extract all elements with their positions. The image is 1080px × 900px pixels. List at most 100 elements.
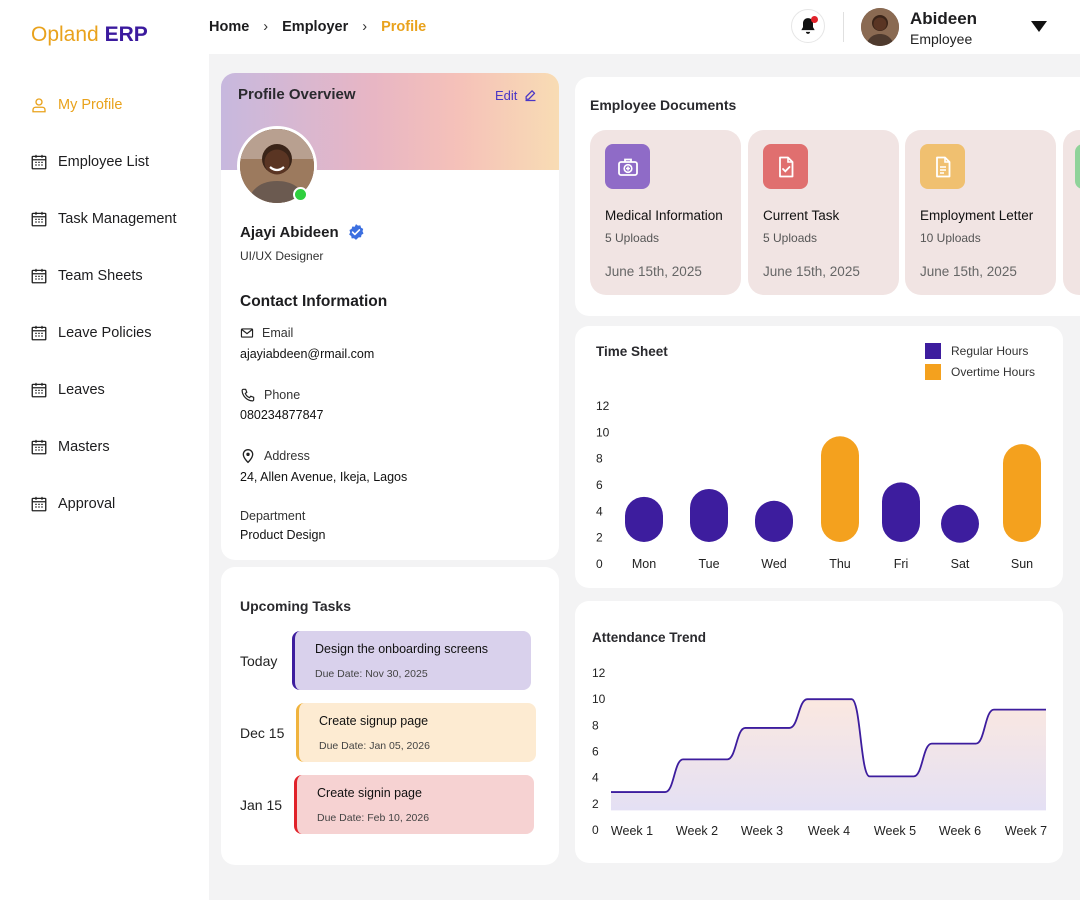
task-card[interactable]: Create signin page Due Date: Feb 10, 2026 [294,775,534,834]
edit-button[interactable]: Edit [495,88,538,103]
sidebar: Opland ERP My Profile Employee List Task M… [0,0,209,900]
x-tick-label: Thu [829,557,851,571]
document-tile[interactable]: Medical Information 5 Uploads June 15th, 2… [590,130,741,295]
calendar-icon [31,268,47,284]
attendance-line[interactable] [611,698,1046,793]
document-uploads: 5 Uploads [763,231,818,245]
email-value[interactable]: ajayiabdeen@rmail.com [240,347,375,361]
document-check-icon [763,144,808,189]
employee-documents-title: Employee Documents [590,97,737,113]
calendar-icon [31,325,47,341]
calendar-icon [31,211,47,227]
task-card[interactable]: Design the onboarding screens Due Date: N… [292,631,531,690]
y-tick-label: 2 [592,797,599,811]
profile-name-row: Ajayi Abideen [240,223,365,241]
calendar-icon [31,439,47,455]
calendar-icon [31,382,47,398]
document-text-icon [920,144,965,189]
address-label: Address [264,449,310,463]
x-tick-label: Tue [698,557,719,571]
sidebar-item-team-sheets[interactable]: Team Sheets [30,264,143,288]
bar-sun[interactable] [1003,444,1041,542]
attendance-trend-card: Attendance Trend 0 2 4 6 8 10 12 Week 1 Week 2 We… [575,601,1063,863]
verified-badge-icon [348,224,364,240]
sidebar-item-label: My Profile [58,97,123,113]
chevron-down-icon[interactable] [1031,21,1047,32]
document-name: Current Task [763,208,840,223]
header-divider [843,12,844,42]
phone-value[interactable]: 080234877847 [240,408,324,422]
sidebar-item-label: Task Management [58,211,177,227]
task-due-date: Due Date: Jan 05, 2026 [319,740,430,752]
bar-sat[interactable] [941,504,979,543]
x-tick-label: Week 3 [741,824,783,838]
attendance-trend-title: Attendance Trend [592,630,707,645]
employee-documents-card: Employee Documents Medical Information 5 … [575,77,1080,316]
document-tile-partial[interactable] [1063,130,1080,295]
sidebar-item-my-profile[interactable]: My Profile [30,93,122,117]
attendance-trend-chart: 0 2 4 6 8 10 12 Week 1 Week 2 Week 3 Week 4 Week 5 W… [592,666,1047,838]
avatar[interactable] [861,8,899,46]
y-tick-label: 6 [596,478,603,492]
document-icon [1075,144,1080,189]
upcoming-tasks-card: Upcoming Tasks Today Design the onboardin… [221,567,559,865]
y-tick-label: 6 [592,745,599,759]
sidebar-item-label: Employee List [58,154,150,170]
x-tick-label: Week 7 [1005,824,1047,838]
email-label-row: Email [240,326,293,340]
sidebar-item-employee-list[interactable]: Employee List [30,150,149,174]
bar-mon[interactable] [625,496,663,542]
breadcrumb-home[interactable]: Home [209,19,250,35]
bar-fri[interactable] [882,482,920,542]
document-uploads: 5 Uploads [605,231,660,245]
task-date: Dec 15 [240,725,285,741]
profile-overview-card: Profile Overview Edit Ajayi Abideen UI/U… [221,73,559,560]
breadcrumb-profile[interactable]: Profile [381,19,427,35]
bar-thu[interactable] [821,436,859,542]
x-tick-label: Week 4 [808,824,850,838]
breadcrumb-employer[interactable]: Employer [282,19,349,35]
document-date: June 15th, 2025 [605,264,702,279]
task-title: Design the onboarding screens [315,642,489,656]
bar-tue[interactable] [690,488,728,542]
document-name: Employment Letter [920,208,1034,223]
document-tile[interactable]: Employment Letter 10 Uploads June 15th, 20… [905,130,1056,295]
user-name: Abideen [910,9,978,28]
task-due-date: Due Date: Feb 10, 2026 [317,812,430,824]
sidebar-item-approval[interactable]: Approval [30,492,115,516]
app-logo[interactable]: Opland ERP [31,23,148,47]
x-tick-label: Mon [632,557,656,571]
department-value: Product Design [240,528,326,542]
address-label-row: Address [240,448,310,464]
top-header: Home › Employer › Profile Abideen Employ… [209,0,1080,54]
online-status-dot [293,187,308,202]
profile-overview-title: Profile Overview [238,86,356,103]
breadcrumb: Home › Employer › Profile [209,19,426,35]
user-role: Employee [910,31,973,47]
time-sheet-title: Time Sheet [596,344,668,359]
y-tick-label: 0 [592,823,599,837]
legend-swatch-overtime [925,364,941,380]
user-icon [32,98,46,113]
notification-button[interactable] [791,9,825,43]
task-due-date: Due Date: Nov 30, 2025 [315,668,428,680]
task-title: Create signin page [317,786,422,800]
x-tick-label: Wed [761,557,787,571]
y-tick-label: 0 [596,557,603,571]
sidebar-item-label: Team Sheets [58,268,143,284]
upcoming-tasks-title: Upcoming Tasks [240,598,351,614]
task-title: Create signup page [319,714,429,728]
profile-name: Ajayi Abideen [240,223,339,241]
task-date: Jan 15 [240,797,283,813]
bar-wed[interactable] [755,500,793,542]
sidebar-item-masters[interactable]: Masters [30,435,110,459]
y-tick-label: 8 [596,452,603,466]
sidebar-item-task-management[interactable]: Task Management [30,207,176,231]
edit-label: Edit [495,88,518,103]
task-card[interactable]: Create signup page Due Date: Jan 05, 2026 [296,703,536,762]
pencil-icon [525,90,536,102]
document-tile[interactable]: Current Task 5 Uploads June 15th, 2025 [748,130,899,295]
sidebar-item-leaves[interactable]: Leaves [30,378,105,402]
sidebar-item-leave-policies[interactable]: Leave Policies [30,321,152,345]
x-tick-label: Sat [951,557,970,571]
